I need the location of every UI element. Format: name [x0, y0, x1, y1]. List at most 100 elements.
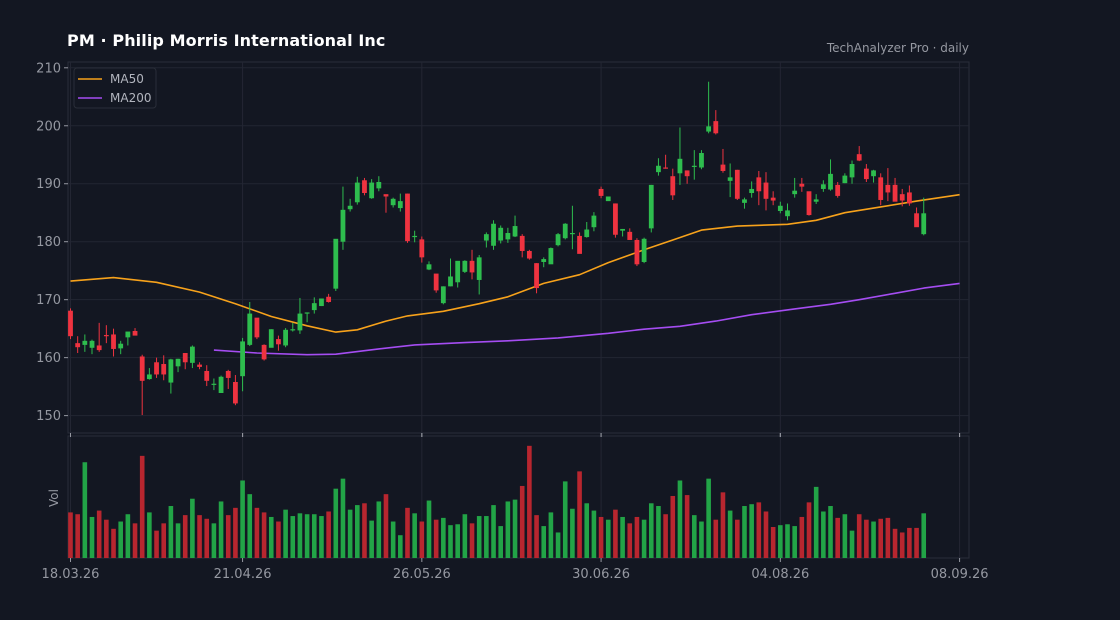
candle-body — [570, 233, 575, 235]
date-axis: 18.03.26 21.04.26 26.05.26 30.06.26 04.08.26… — [42, 433, 989, 582]
candle-body — [856, 154, 862, 161]
candle-body — [849, 164, 855, 178]
volume-bar — [749, 504, 754, 558]
volume-bar — [290, 516, 296, 558]
volume-bar — [871, 521, 876, 558]
volume-bar — [132, 523, 138, 558]
volume-bar — [663, 514, 668, 558]
candle-body — [749, 188, 755, 194]
volume-bar — [398, 535, 403, 558]
volume-bar — [519, 485, 525, 558]
volume-bar — [469, 523, 475, 558]
candle-body — [591, 215, 597, 228]
candle-body — [254, 317, 260, 338]
candle-body — [175, 358, 181, 367]
candle-body — [362, 180, 367, 194]
candle-body — [340, 209, 346, 242]
volume-bar — [405, 507, 410, 558]
volume-bar — [670, 495, 676, 558]
volume-bar — [89, 516, 95, 558]
candle-body — [197, 364, 202, 367]
candle-body — [627, 231, 633, 240]
moving-averages — [70, 193, 960, 356]
candle-body — [426, 264, 432, 270]
candle-body — [390, 198, 396, 206]
volume-bar — [96, 510, 102, 558]
volume-bar — [756, 502, 762, 558]
volume-bar — [333, 488, 339, 558]
date-tick-label: 30.06.26 — [572, 567, 630, 582]
candle-body — [541, 259, 547, 262]
ma50-line — [70, 193, 960, 333]
volume-bar — [154, 530, 159, 558]
candle-body — [247, 313, 253, 345]
candle-body — [706, 126, 712, 132]
candle-body — [799, 183, 805, 187]
candle-body — [283, 329, 288, 346]
candle-body — [276, 339, 281, 345]
volume-bar — [562, 481, 568, 558]
volume-bar — [462, 514, 468, 558]
candle-body — [641, 238, 647, 262]
volume-bar — [713, 519, 719, 558]
volume-bar — [620, 516, 625, 558]
candle-body — [82, 340, 88, 345]
candle-body — [483, 234, 489, 241]
volume-bar — [276, 521, 281, 558]
volume-bar — [139, 455, 145, 558]
volume-bar — [75, 514, 80, 558]
candle-body — [828, 173, 833, 190]
volume-bar — [527, 445, 532, 558]
volume-bar — [684, 495, 690, 558]
candle-body — [419, 239, 425, 258]
price-tick-label: 190 — [36, 177, 61, 192]
candle-body — [792, 190, 798, 195]
volume-bar — [785, 524, 790, 558]
volume-bar — [147, 512, 152, 558]
candle-body — [806, 191, 812, 216]
candle-body — [469, 260, 475, 273]
candle-body — [519, 235, 525, 251]
candle-body — [634, 239, 640, 265]
candle-body — [189, 346, 195, 363]
candle-body — [268, 329, 274, 348]
volume-bar — [792, 526, 797, 558]
volume-bar — [240, 480, 245, 558]
candle-body — [182, 353, 188, 363]
volume-bar — [878, 518, 884, 558]
candle-body — [132, 330, 138, 336]
candle-body — [663, 167, 669, 169]
volume-bar — [534, 515, 539, 558]
legend-label: MA50 — [110, 72, 144, 86]
volume-bar — [283, 509, 288, 558]
candle-body — [440, 286, 446, 304]
candle-body — [921, 213, 927, 235]
candle-body — [96, 345, 102, 351]
candle-body — [240, 341, 245, 377]
candle-body — [125, 331, 131, 338]
price-axis: 150 160 170 180 190 200 210 — [36, 61, 68, 424]
candle-body — [555, 234, 561, 246]
volume-bar — [419, 521, 425, 558]
volume-bar — [254, 507, 260, 558]
candle-body — [526, 250, 532, 259]
candle-body — [154, 362, 159, 375]
candle-body — [734, 169, 740, 199]
candle-body — [720, 164, 726, 171]
volume-bar — [899, 532, 905, 558]
candle-body — [433, 273, 439, 291]
date-tick-label: 04.08.26 — [751, 567, 809, 582]
candle-body — [290, 329, 296, 331]
candle-body — [727, 177, 733, 181]
volume-bar — [311, 514, 317, 558]
chart-title: PM · Philip Morris International Inc — [67, 31, 386, 50]
volume-bar — [304, 514, 310, 558]
candle-body — [885, 184, 891, 193]
volume-bar — [914, 527, 919, 558]
candle-body — [899, 194, 905, 201]
price-grid — [67, 61, 970, 434]
candle-body — [562, 223, 568, 239]
candle-body — [777, 205, 783, 211]
volume-bar — [892, 528, 898, 558]
volume-bar — [770, 526, 776, 558]
